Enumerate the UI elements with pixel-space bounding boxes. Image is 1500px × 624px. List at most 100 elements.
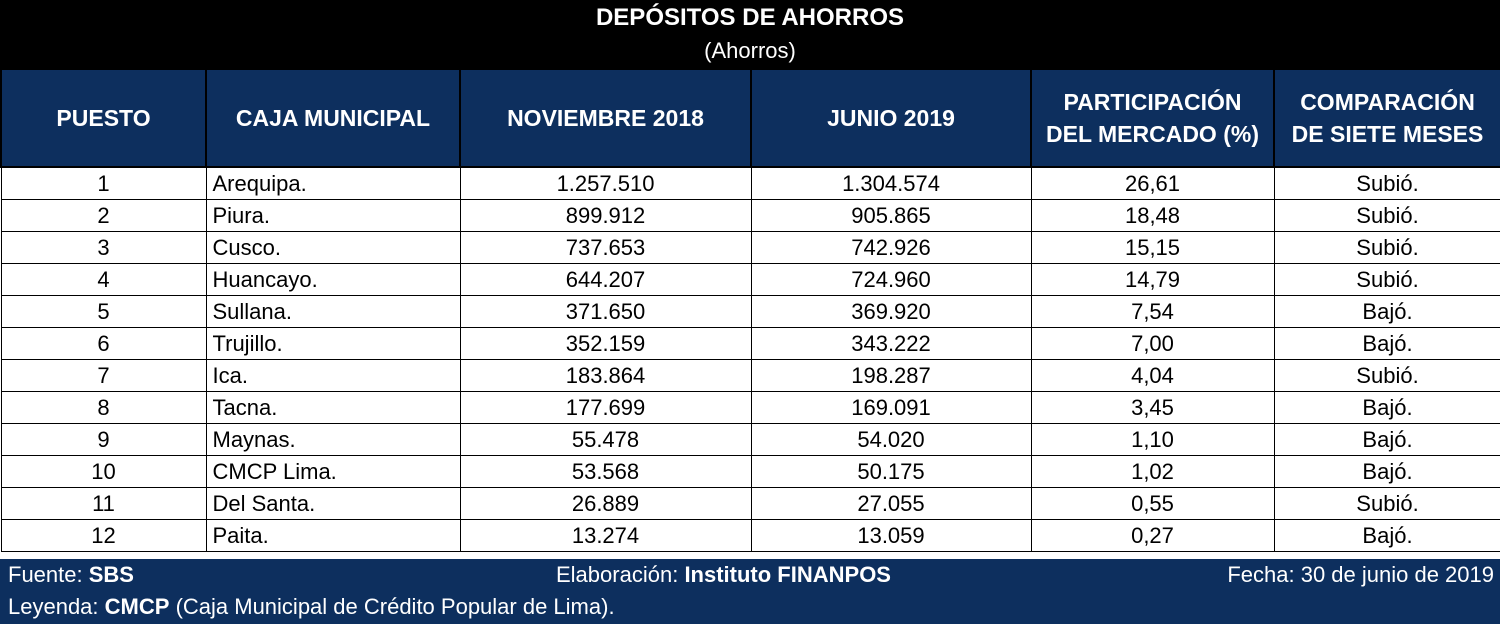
cell-comparacion: Subió. xyxy=(1273,487,1500,520)
table-row: 3 Cusco. 737.653 742.926 15,15 Subió. xyxy=(0,231,1500,264)
cell-noviembre: 177.699 xyxy=(459,391,752,424)
cell-noviembre: 1.257.510 xyxy=(459,166,752,200)
source-value: SBS xyxy=(88,562,134,587)
header-junio-2019: JUNIO 2019 xyxy=(750,68,1032,168)
table-row: 7 Ica. 183.864 198.287 4,04 Subió. xyxy=(0,359,1500,392)
cell-comparacion: Subió. xyxy=(1273,231,1500,264)
cell-noviembre: 899.912 xyxy=(459,199,752,232)
deposits-table: PUESTO CAJA MUNICIPAL NOVIEMBRE 2018 JUN… xyxy=(0,68,1500,552)
cell-noviembre: 53.568 xyxy=(459,455,752,488)
cell-caja: CMCP Lima. xyxy=(205,455,461,488)
cell-noviembre: 352.159 xyxy=(459,327,752,360)
cell-participacion: 0,27 xyxy=(1030,519,1275,552)
cell-noviembre: 55.478 xyxy=(459,423,752,456)
cell-puesto: 10 xyxy=(0,455,207,488)
cell-participacion: 0,55 xyxy=(1030,487,1275,520)
header-participacion-line2: DEL MERCADO (%) xyxy=(1046,121,1259,147)
cell-caja: Trujillo. xyxy=(205,327,461,360)
cell-caja: Del Santa. xyxy=(205,487,461,520)
cell-puesto: 12 xyxy=(0,519,207,552)
source-label: Fuente: xyxy=(8,562,83,587)
header-puesto: PUESTO xyxy=(0,68,207,168)
cell-caja: Paita. xyxy=(205,519,461,552)
cell-junio: 50.175 xyxy=(750,455,1032,488)
cell-caja: Tacna. xyxy=(205,391,461,424)
table-row: 1 Arequipa. 1.257.510 1.304.574 26,61 Su… xyxy=(0,166,1500,200)
cell-participacion: 7,54 xyxy=(1030,295,1275,328)
table-row: 2 Piura. 899.912 905.865 18,48 Subió. xyxy=(0,199,1500,232)
cell-puesto: 5 xyxy=(0,295,207,328)
cell-caja: Arequipa. xyxy=(205,166,461,200)
legend-label: Leyenda: xyxy=(8,594,99,619)
cell-comparacion: Subió. xyxy=(1273,263,1500,296)
cell-puesto: 8 xyxy=(0,391,207,424)
header-participacion: PARTICIPACIÓN DEL MERCADO (%) xyxy=(1030,68,1275,168)
cell-puesto: 9 xyxy=(0,423,207,456)
cell-caja: Cusco. xyxy=(205,231,461,264)
cell-junio: 198.287 xyxy=(750,359,1032,392)
cell-participacion: 4,04 xyxy=(1030,359,1275,392)
footer: Fuente: SBS Elaboración: Instituto FINAN… xyxy=(0,559,1500,624)
footer-legend: Leyenda: CMCP (Caja Municipal de Crédito… xyxy=(8,594,615,620)
cell-participacion: 1,10 xyxy=(1030,423,1275,456)
cell-junio: 13.059 xyxy=(750,519,1032,552)
table-row: 4 Huancayo. 644.207 724.960 14,79 Subió. xyxy=(0,263,1500,296)
legend-description: (Caja Municipal de Crédito Popular de Li… xyxy=(175,594,615,619)
footer-date: Fecha: 30 de junio de 2019 xyxy=(1227,562,1494,587)
cell-noviembre: 183.864 xyxy=(459,359,752,392)
cell-caja: Ica. xyxy=(205,359,461,392)
cell-comparacion: Bajó. xyxy=(1273,519,1500,552)
cell-comparacion: Bajó. xyxy=(1273,295,1500,328)
cell-participacion: 3,45 xyxy=(1030,391,1275,424)
cell-puesto: 2 xyxy=(0,199,207,232)
table-row: 12 Paita. 13.274 13.059 0,27 Bajó. xyxy=(0,519,1500,552)
cell-caja: Sullana. xyxy=(205,295,461,328)
cell-participacion: 18,48 xyxy=(1030,199,1275,232)
header-row: PUESTO CAJA MUNICIPAL NOVIEMBRE 2018 JUN… xyxy=(0,68,1500,168)
cell-participacion: 14,79 xyxy=(1030,263,1275,296)
title-bar: DEPÓSITOS DE AHORROS (Ahorros) xyxy=(0,0,1500,68)
cell-puesto: 11 xyxy=(0,487,207,520)
cell-junio: 343.222 xyxy=(750,327,1032,360)
footer-elaboration: Elaboración: Instituto FINANPOS xyxy=(556,562,891,588)
legend-abbr: CMCP xyxy=(104,594,170,619)
cell-noviembre: 26.889 xyxy=(459,487,752,520)
cell-participacion: 7,00 xyxy=(1030,327,1275,360)
header-comparacion-line2: DE SIETE MESES xyxy=(1291,121,1484,147)
cell-comparacion: Bajó. xyxy=(1273,455,1500,488)
table-row: 6 Trujillo. 352.159 343.222 7,00 Bajó. xyxy=(0,327,1500,360)
header-caja-municipal: CAJA MUNICIPAL xyxy=(205,68,461,168)
cell-junio: 27.055 xyxy=(750,487,1032,520)
cell-comparacion: Subió. xyxy=(1273,359,1500,392)
cell-puesto: 3 xyxy=(0,231,207,264)
cell-puesto: 7 xyxy=(0,359,207,392)
cell-junio: 742.926 xyxy=(750,231,1032,264)
header-participacion-line1: PARTICIPACIÓN xyxy=(1063,89,1242,115)
cell-noviembre: 737.653 xyxy=(459,231,752,264)
cell-noviembre: 371.650 xyxy=(459,295,752,328)
cell-participacion: 26,61 xyxy=(1030,166,1275,200)
cell-noviembre: 644.207 xyxy=(459,263,752,296)
page-title: DEPÓSITOS DE AHORROS xyxy=(595,4,905,31)
cell-junio: 169.091 xyxy=(750,391,1032,424)
header-comparacion-line1: COMPARACIÓN xyxy=(1300,89,1475,115)
footer-source: Fuente: SBS xyxy=(8,562,134,588)
cell-caja: Maynas. xyxy=(205,423,461,456)
cell-comparacion: Subió. xyxy=(1273,166,1500,200)
table-row: 5 Sullana. 371.650 369.920 7,54 Bajó. xyxy=(0,295,1500,328)
cell-comparacion: Bajó. xyxy=(1273,327,1500,360)
table-row: 11 Del Santa. 26.889 27.055 0,55 Subió. xyxy=(0,487,1500,520)
header-comparacion: COMPARACIÓN DE SIETE MESES xyxy=(1273,68,1500,168)
table-row: 10 CMCP Lima. 53.568 50.175 1,02 Bajó. xyxy=(0,455,1500,488)
cell-noviembre: 13.274 xyxy=(459,519,752,552)
cell-participacion: 15,15 xyxy=(1030,231,1275,264)
page-subtitle: (Ahorros) xyxy=(704,38,796,63)
cell-caja: Piura. xyxy=(205,199,461,232)
cell-junio: 369.920 xyxy=(750,295,1032,328)
elaboration-value: Instituto FINANPOS xyxy=(684,562,891,587)
cell-junio: 724.960 xyxy=(750,263,1032,296)
cell-junio: 905.865 xyxy=(750,199,1032,232)
table-row: 9 Maynas. 55.478 54.020 1,10 Bajó. xyxy=(0,423,1500,456)
table-row: 8 Tacna. 177.699 169.091 3,45 Bajó. xyxy=(0,391,1500,424)
